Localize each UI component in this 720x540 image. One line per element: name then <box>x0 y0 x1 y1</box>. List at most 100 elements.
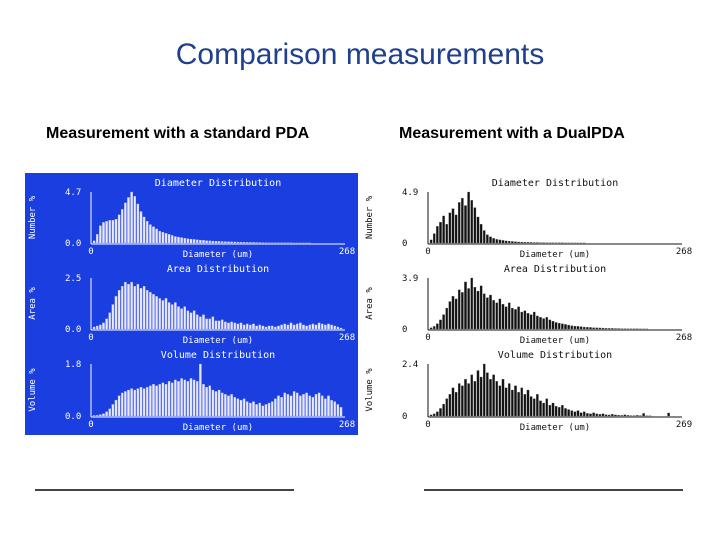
histogram-bar <box>142 388 146 417</box>
histogram-bar <box>136 388 140 417</box>
histogram-bar <box>529 242 533 244</box>
histogram-bar <box>429 239 433 244</box>
histogram-bar <box>539 400 542 417</box>
y-tick-label: 4.7 <box>65 188 81 198</box>
histogram-bar <box>492 374 495 417</box>
histogram-bar <box>233 322 237 330</box>
histogram-bar <box>202 314 205 330</box>
histogram-bar <box>299 322 302 330</box>
x-axis-label: Diameter (um) <box>183 336 253 346</box>
histogram-bar <box>517 306 520 330</box>
histogram-bar <box>429 327 433 330</box>
histogram-bar <box>492 300 495 330</box>
histogram-bar <box>324 324 327 330</box>
histogram-bar <box>174 236 177 244</box>
histogram-bar <box>501 240 505 244</box>
histogram-bar <box>95 325 99 330</box>
x-axis-label: Diameter (um) <box>520 423 590 433</box>
histogram-bar <box>177 236 180 244</box>
histogram-bar <box>99 225 102 244</box>
histogram-bar <box>564 324 567 330</box>
histogram-bar <box>280 397 283 417</box>
histogram-bar <box>582 411 586 417</box>
x-axis-label: Diameter (um) <box>183 250 253 260</box>
histogram-bar <box>317 322 321 330</box>
histogram-bar <box>592 327 595 330</box>
x-tick-label: 0 <box>425 247 430 257</box>
histogram-bar <box>667 412 670 417</box>
histogram-bar <box>567 409 570 417</box>
histogram-bar <box>445 398 449 417</box>
histogram-bar <box>526 389 530 417</box>
histogram-bar <box>489 379 492 417</box>
histogram-bar <box>614 414 617 417</box>
histogram-bar <box>139 211 143 244</box>
histogram-bar <box>551 402 555 417</box>
histogram-bar <box>292 391 296 417</box>
histogram-bar <box>120 286 124 330</box>
histogram-bar <box>617 414 620 417</box>
histogram-bar <box>270 401 274 417</box>
histogram-bar <box>180 378 183 417</box>
histogram-bar <box>548 405 552 417</box>
histogram-bar <box>607 328 611 330</box>
histogram-bar <box>211 389 215 417</box>
histogram-bar <box>130 191 133 244</box>
histogram-bar <box>245 401 249 417</box>
histogram-bar <box>111 220 115 244</box>
histogram-bar <box>130 281 133 330</box>
histogram-bar <box>152 384 155 417</box>
histogram-bar <box>498 239 502 244</box>
histogram-bar <box>511 241 514 244</box>
histogram-bar <box>230 321 233 330</box>
histogram-bar <box>482 293 486 330</box>
histogram-bar <box>495 302 499 330</box>
histogram-bar <box>289 322 293 330</box>
histogram-bar <box>545 317 549 330</box>
histogram-bar <box>264 326 268 330</box>
histogram-bar <box>626 415 630 417</box>
histogram-bar <box>439 222 442 244</box>
histogram-bar <box>267 402 271 417</box>
y-tick-label: 0 <box>402 325 407 335</box>
histogram-bar <box>507 383 511 417</box>
y-tick-label: 0.0 <box>65 325 81 335</box>
histogram-bar <box>514 309 517 330</box>
histogram-bar <box>136 283 140 330</box>
histogram-bar <box>195 381 199 417</box>
histogram-bar <box>532 311 536 330</box>
histogram-bar <box>189 378 193 417</box>
histogram-bar <box>579 412 583 417</box>
histogram-bar <box>486 297 489 330</box>
histogram-bar <box>561 323 564 330</box>
histogram-bar <box>120 209 124 244</box>
histogram-bar <box>286 394 290 417</box>
histogram-bar <box>102 413 105 417</box>
histogram-bar <box>507 240 511 244</box>
histogram-bar <box>501 379 505 417</box>
histogram-bar <box>436 323 439 330</box>
histogram-bar <box>295 392 299 417</box>
histogram-bar <box>155 385 158 417</box>
histogram-bar <box>164 233 168 244</box>
histogram-bar <box>283 323 287 330</box>
histogram-bar <box>274 398 277 417</box>
histogram-bar <box>186 310 190 330</box>
histogram-bar <box>264 404 268 417</box>
histogram-bar <box>117 395 121 417</box>
histogram-bar <box>280 324 283 330</box>
histogram-bar <box>214 241 218 244</box>
y-tick-label: 3.9 <box>402 274 418 284</box>
histogram-bar <box>245 242 249 244</box>
histogram-bar <box>336 326 340 330</box>
histogram-bar <box>579 326 583 330</box>
histogram-bar <box>308 324 312 330</box>
histogram-bar <box>92 240 96 244</box>
y-axis-label: Number % <box>365 195 375 239</box>
histogram-bar <box>607 414 611 417</box>
histogram-bar <box>142 216 146 244</box>
histogram-bar <box>604 414 608 417</box>
y-tick-label: 0.0 <box>65 239 81 249</box>
histogram-bar <box>120 392 124 417</box>
histogram-bar <box>617 328 620 330</box>
